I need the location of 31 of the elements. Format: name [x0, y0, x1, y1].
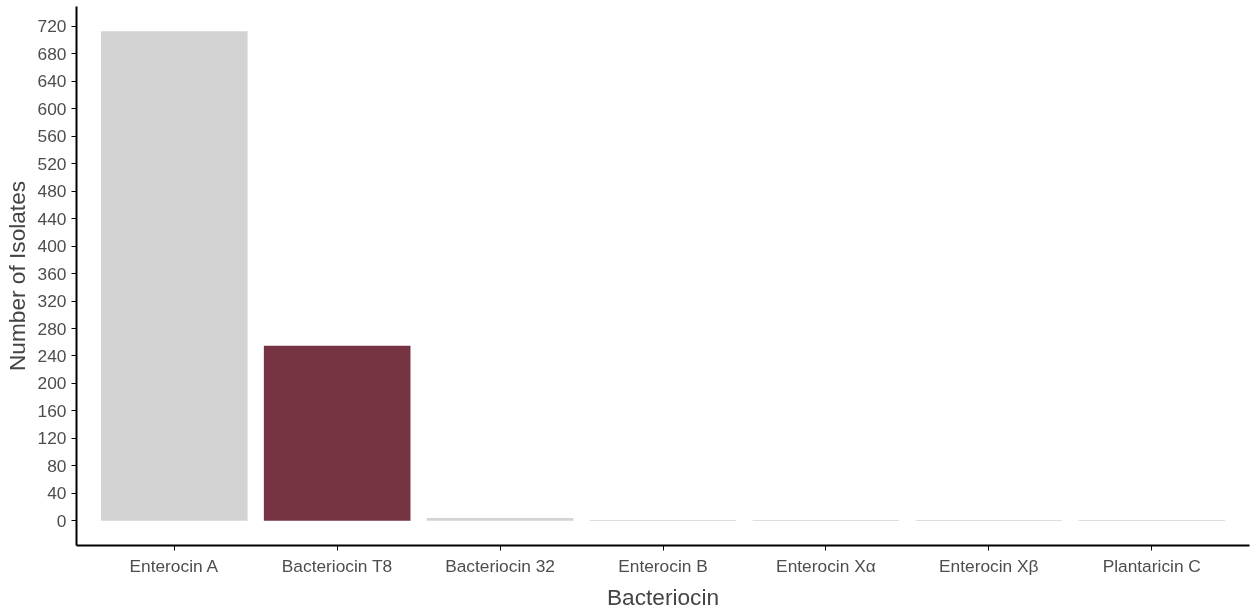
- x-tick-label: Enterocin Xα: [776, 555, 876, 576]
- y-tick-label: 560: [37, 126, 67, 147]
- x-axis-title: Bacteriocin: [606, 583, 720, 610]
- bar: [263, 345, 411, 521]
- y-tick-label: 640: [37, 71, 67, 92]
- y-tick-label: 600: [37, 98, 67, 119]
- y-tick-label: 120: [37, 428, 67, 449]
- x-tick-label: Plantaricin C: [1102, 555, 1201, 576]
- x-tick-label: Bacteriocin 32: [445, 555, 555, 576]
- y-tick-label: 280: [37, 318, 67, 339]
- y-tick-label: 520: [37, 153, 67, 174]
- y-tick-label: 200: [37, 373, 67, 394]
- y-tick-label: 160: [37, 400, 67, 421]
- y-tick-label: 80: [47, 455, 67, 476]
- bar: [100, 31, 248, 521]
- y-tick-label: 40: [47, 483, 67, 504]
- y-tick-label: 0: [56, 510, 67, 531]
- y-tick-label: 320: [37, 291, 67, 312]
- y-tick-label: 440: [37, 208, 67, 229]
- x-tick-label: Bacteriocin T8: [281, 555, 393, 576]
- y-axis-title: Number of Isolates: [3, 180, 30, 372]
- x-tick-label: Enterocin Xβ: [939, 555, 1039, 576]
- bar: [426, 518, 574, 521]
- y-tick-label: 240: [37, 345, 67, 366]
- x-tick-label: Enterocin B: [618, 555, 708, 576]
- y-tick-label: 360: [37, 263, 67, 284]
- y-tick-label: 680: [37, 43, 67, 64]
- x-tick-label: Enterocin A: [129, 555, 219, 576]
- y-tick-label: 720: [37, 16, 67, 37]
- y-tick-label: 480: [37, 181, 67, 202]
- y-tick-label: 400: [37, 236, 67, 257]
